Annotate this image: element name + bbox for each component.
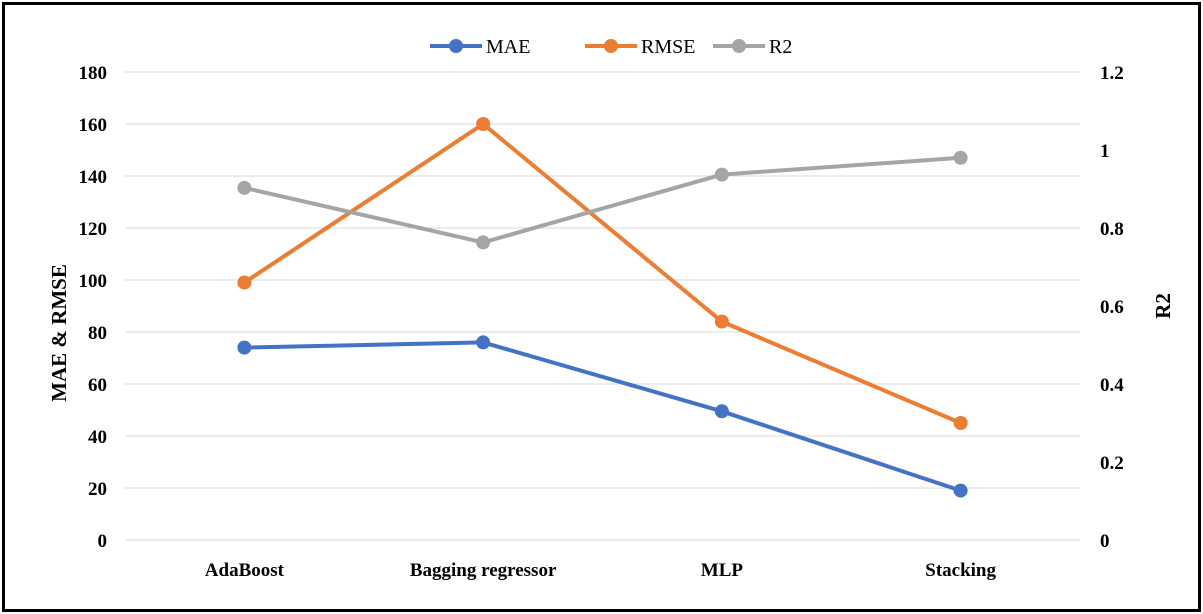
data-point-rmse bbox=[953, 416, 968, 430]
left-tick-label: 160 bbox=[79, 115, 108, 136]
legend-swatch-marker bbox=[449, 39, 463, 53]
series-markers bbox=[237, 117, 968, 498]
left-tick-label: 20 bbox=[88, 479, 107, 500]
right-tick-label: 0.4 bbox=[1100, 375, 1124, 396]
right-axis-ticks: 0 0.2 0.4 0.6 0.8 1 1.2 bbox=[1100, 63, 1124, 552]
left-tick-label: 0 bbox=[98, 531, 108, 552]
left-tick-label: 60 bbox=[88, 375, 107, 396]
series-line-rmse bbox=[242, 122, 963, 425]
category-label: Bagging regressor bbox=[410, 560, 557, 581]
data-point-mae bbox=[476, 335, 491, 350]
series-line-r2 bbox=[242, 155, 963, 245]
data-point-r2 bbox=[237, 180, 252, 195]
right-tick-label: 1 bbox=[1100, 141, 1110, 162]
left-axis-ticks: 0 20 40 60 80 100 120 140 160 180 bbox=[79, 63, 108, 552]
right-axis-title: R2 bbox=[1151, 293, 1175, 319]
series-line-mae bbox=[242, 340, 963, 493]
right-tick-label: 1.2 bbox=[1100, 63, 1124, 84]
left-tick-label: 140 bbox=[79, 167, 108, 188]
right-tick-label: 0.2 bbox=[1100, 453, 1124, 474]
left-tick-label: 80 bbox=[88, 323, 107, 344]
gridlines bbox=[125, 71, 1080, 541]
left-axis-title: MAE & RMSE bbox=[47, 264, 71, 402]
data-point-mae bbox=[953, 483, 968, 498]
data-point-mae bbox=[714, 404, 729, 419]
left-tick-label: 120 bbox=[79, 219, 108, 240]
legend-label: MAE bbox=[486, 36, 530, 58]
left-tick-label: 100 bbox=[79, 271, 108, 292]
data-point-r2 bbox=[714, 167, 729, 182]
category-label: Stacking bbox=[925, 560, 996, 581]
legend-label: R2 bbox=[769, 36, 792, 58]
left-tick-label: 180 bbox=[79, 63, 108, 84]
legend: MAE RMSE R2 bbox=[430, 36, 792, 58]
category-labels: AdaBoost Bagging regressor MLP Stacking bbox=[205, 560, 997, 581]
data-point-r2 bbox=[476, 235, 491, 250]
legend-swatch-marker bbox=[732, 39, 746, 53]
category-label: AdaBoost bbox=[205, 560, 285, 581]
left-tick-label: 40 bbox=[88, 427, 107, 448]
series-lines bbox=[242, 122, 963, 493]
legend-swatch-marker bbox=[604, 39, 618, 53]
data-point-r2 bbox=[953, 150, 968, 165]
right-tick-label: 0.8 bbox=[1100, 219, 1124, 240]
data-point-rmse bbox=[476, 117, 491, 131]
right-tick-label: 0.6 bbox=[1100, 297, 1124, 318]
legend-label: RMSE bbox=[641, 36, 695, 58]
data-point-rmse bbox=[237, 275, 252, 290]
category-label: MLP bbox=[701, 560, 744, 581]
data-point-mae bbox=[237, 340, 252, 355]
data-point-rmse bbox=[714, 314, 729, 329]
right-tick-label: 0 bbox=[1100, 531, 1110, 552]
